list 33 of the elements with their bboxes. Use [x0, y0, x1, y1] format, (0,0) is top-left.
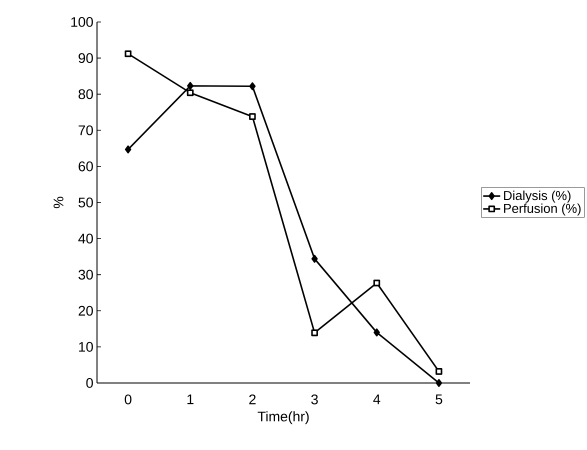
- y-tick-label: 100: [71, 17, 93, 27]
- point: [186, 89, 194, 96]
- legend-label: Dialysis (%): [504, 190, 571, 203]
- x-tick-label: 0: [124, 394, 132, 404]
- point: [436, 368, 442, 375]
- point: [436, 378, 442, 387]
- y-tick-label: 20: [78, 306, 93, 316]
- point: [311, 254, 318, 263]
- y-tick-label: 0: [86, 378, 93, 388]
- y-tick-label: 30: [78, 270, 93, 280]
- x-tick-label: 5: [436, 394, 442, 404]
- y-tick-label: 50: [78, 198, 93, 208]
- x-tick-label: 1: [187, 394, 194, 404]
- y-axis-title: %: [54, 196, 64, 208]
- y-tick-label: 10: [79, 342, 93, 352]
- point: [374, 328, 380, 336]
- point: [124, 145, 132, 154]
- x-axis-title: Time(hr): [258, 411, 309, 424]
- point: [124, 50, 132, 58]
- y-tick-label: 70: [78, 125, 93, 136]
- y-tick-label: 40: [78, 234, 93, 244]
- y-tick-label: 90: [78, 53, 93, 64]
- x-tick-label: 3: [311, 394, 318, 404]
- legend-label: Perfusion (%): [504, 203, 581, 216]
- x-tick-label: 4: [373, 394, 380, 404]
- point: [373, 280, 380, 286]
- point: [249, 113, 256, 120]
- x-tick-label: 2: [249, 394, 256, 404]
- point: [249, 82, 256, 90]
- y-tick-label: 60: [78, 161, 93, 172]
- y-tick-label: 80: [78, 89, 93, 100]
- point: [311, 329, 318, 336]
- point: [187, 82, 194, 90]
